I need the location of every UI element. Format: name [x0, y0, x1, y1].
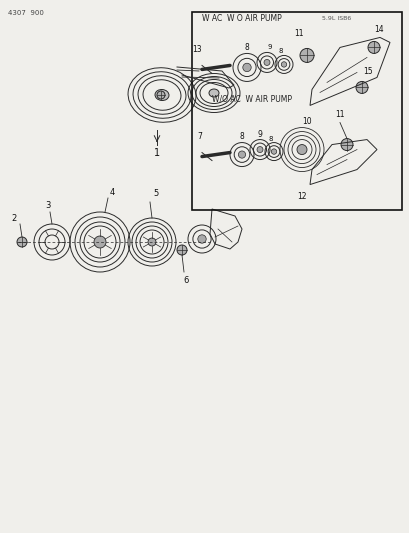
- Circle shape: [340, 139, 352, 150]
- Text: 1: 1: [153, 148, 160, 158]
- Circle shape: [256, 147, 262, 152]
- Circle shape: [197, 235, 206, 243]
- Ellipse shape: [209, 89, 218, 97]
- Circle shape: [299, 49, 313, 62]
- Circle shape: [238, 151, 245, 158]
- Circle shape: [94, 236, 106, 248]
- Text: 5.9L ISB6: 5.9L ISB6: [321, 15, 351, 20]
- Text: 8: 8: [278, 49, 283, 54]
- Text: 10: 10: [301, 117, 311, 126]
- Circle shape: [271, 149, 276, 154]
- Text: 14: 14: [373, 25, 383, 34]
- Text: 11: 11: [294, 29, 303, 38]
- Ellipse shape: [155, 90, 169, 101]
- Text: 6: 6: [183, 276, 188, 285]
- Text: W/O AC  W AIR PUMP: W/O AC W AIR PUMP: [211, 95, 291, 103]
- Circle shape: [242, 63, 251, 71]
- Text: 3: 3: [45, 200, 51, 209]
- Text: 4: 4: [109, 188, 115, 197]
- Text: 15: 15: [362, 67, 372, 76]
- Circle shape: [296, 144, 306, 155]
- Text: 8: 8: [239, 132, 244, 141]
- Text: 12: 12: [297, 192, 306, 201]
- Text: 7: 7: [197, 132, 202, 141]
- Text: W AC  W O AIR PUMP: W AC W O AIR PUMP: [202, 13, 281, 22]
- Text: 9: 9: [257, 130, 262, 139]
- Circle shape: [263, 60, 270, 66]
- Text: 8: 8: [268, 135, 272, 142]
- Text: 13: 13: [192, 45, 201, 54]
- Circle shape: [17, 237, 27, 247]
- Circle shape: [148, 238, 155, 246]
- Circle shape: [157, 91, 164, 99]
- Text: 11: 11: [335, 110, 344, 119]
- Text: 5: 5: [153, 189, 158, 198]
- Text: 9: 9: [267, 44, 272, 51]
- Circle shape: [177, 245, 187, 255]
- Circle shape: [281, 62, 286, 67]
- Text: 4307  900: 4307 900: [8, 10, 44, 16]
- Circle shape: [367, 42, 379, 53]
- Circle shape: [355, 82, 367, 93]
- Bar: [191, 12, 401, 210]
- Text: 2: 2: [11, 214, 17, 222]
- Text: 8: 8: [244, 43, 249, 52]
